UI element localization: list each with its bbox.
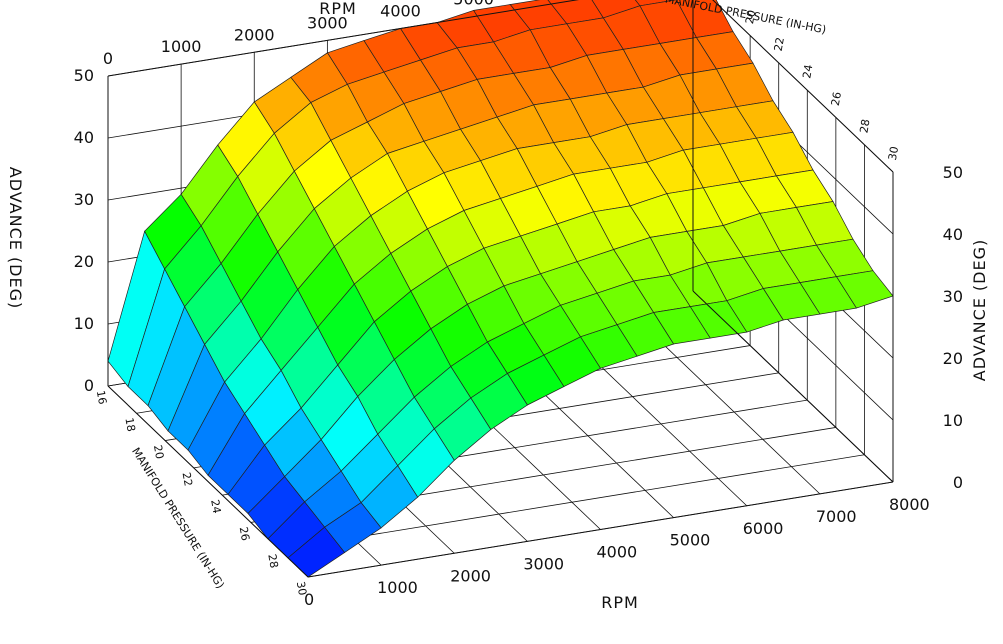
z-tick-label-right: 40 <box>943 225 963 244</box>
x-tick-label-top: 1000 <box>161 37 202 56</box>
surface-layer <box>107 0 894 578</box>
y-tick-label-left: 18 <box>122 417 137 433</box>
y-tick-label-left: 26 <box>237 526 252 542</box>
x-tick-label-bottom: 5000 <box>670 531 711 550</box>
z-tick-label-left: 20 <box>74 252 94 271</box>
y-tick-label-left: 16 <box>94 389 109 405</box>
z-axis-label-left: ADVANCE (DEG) <box>6 167 25 310</box>
tick-layer: 0100020003000400050006000700080000100020… <box>74 0 963 609</box>
x-axis-label-bottom: RPM <box>601 593 639 612</box>
y-tick-label-top: 20 <box>743 9 758 25</box>
z-tick-label-right: 0 <box>953 473 963 492</box>
frame-edge <box>692 290 894 483</box>
y-tick-label-left: 28 <box>265 553 280 569</box>
z-tick-label-right: 50 <box>943 163 963 182</box>
z-axis-label-right: ADVANCE (DEG) <box>970 239 989 382</box>
z-tick-label-right: 30 <box>943 287 963 306</box>
frame-layer <box>107 0 894 578</box>
y-tick-label-left: 20 <box>151 444 166 460</box>
z-tick-label-left: 10 <box>74 314 94 333</box>
z-tick-label-left: 30 <box>74 190 94 209</box>
x-tick-label-bottom: 7000 <box>816 507 857 526</box>
frame-edge <box>107 385 309 578</box>
x-tick-label-bottom: 2000 <box>450 566 491 585</box>
z-tick-label-left: 40 <box>74 128 94 147</box>
x-tick-label-bottom: 8000 <box>889 495 930 514</box>
x-tick-label-bottom: 3000 <box>523 554 564 573</box>
x-tick-label-bottom: 1000 <box>377 578 418 597</box>
frame-edge <box>712 0 894 173</box>
y-tick-label-left: 30 <box>294 580 309 596</box>
y-tick-label-top: 22 <box>772 36 787 52</box>
x-tick-label-bottom: 4000 <box>597 543 638 562</box>
y-tick-label-top: 26 <box>829 91 844 107</box>
z-tick-label-right: 20 <box>943 349 963 368</box>
y-tick-label-left: 24 <box>208 499 223 515</box>
z-tick-label-left: 0 <box>84 376 94 395</box>
y-tick-label-left: 22 <box>180 471 195 487</box>
y-tick-label-top: 30 <box>886 145 901 161</box>
x-tick-label-top: 3000 <box>307 13 348 32</box>
frame-edge <box>307 481 894 578</box>
x-tick-label-top: 4000 <box>380 2 421 21</box>
floor-gridline-mp <box>279 454 865 551</box>
x-tick-label-top: 5000 <box>453 0 494 9</box>
frame-edge <box>107 0 580 77</box>
x-tick-label-bottom: 6000 <box>743 519 784 538</box>
z-tick-label-left: 50 <box>74 66 94 85</box>
x-tick-label-top: 2000 <box>234 25 275 44</box>
x-tick-label-top: 0 <box>103 49 113 68</box>
x-axis-label-top: RPM <box>319 0 357 18</box>
y-tick-label-top: 28 <box>857 118 872 134</box>
z-tick-label-right: 10 <box>943 411 963 430</box>
y-tick-label-top: 24 <box>800 64 815 80</box>
x-tick-label-bottom: 0 <box>304 590 314 609</box>
